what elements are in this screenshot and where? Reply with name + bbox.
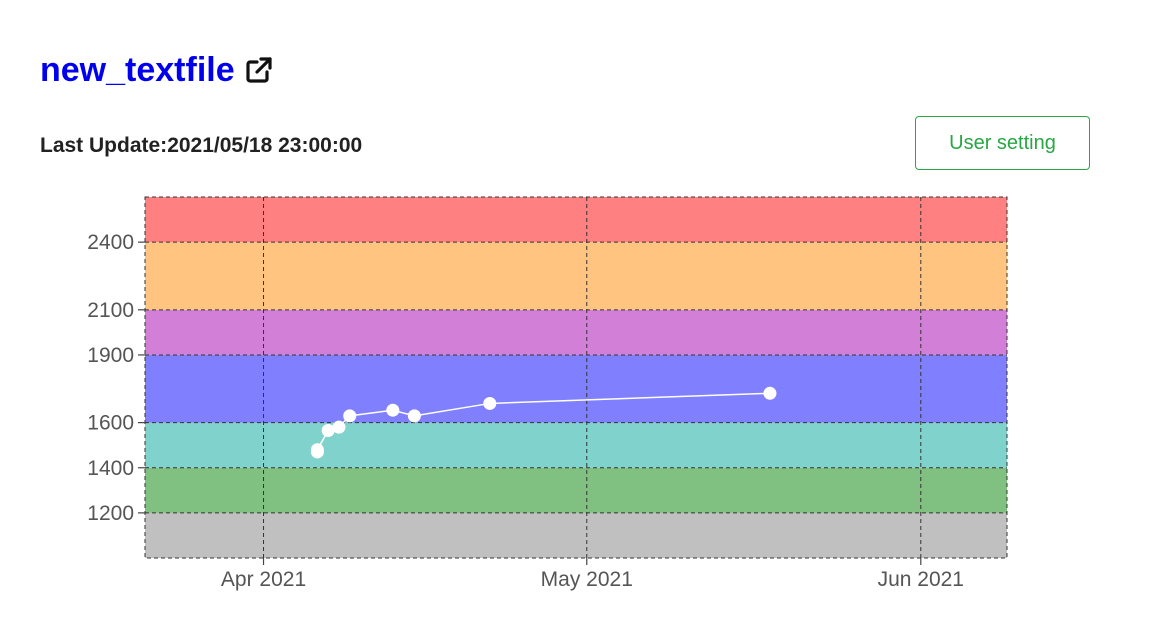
band-3 bbox=[145, 354, 1007, 423]
y-tick-label: 2400 bbox=[87, 231, 134, 254]
band-4 bbox=[145, 309, 1007, 355]
data-point bbox=[763, 386, 777, 400]
band-2 bbox=[145, 422, 1007, 468]
band-5 bbox=[145, 242, 1007, 310]
y-tick-label: 1200 bbox=[87, 502, 134, 525]
band-1 bbox=[145, 467, 1007, 513]
page-title-link[interactable]: new_textfile bbox=[40, 51, 235, 89]
plot-frame bbox=[144, 196, 1008, 559]
x-tick-label: Apr 2021 bbox=[221, 568, 306, 591]
data-point bbox=[332, 420, 346, 434]
data-point bbox=[310, 443, 324, 457]
user-setting-button[interactable]: User setting bbox=[915, 116, 1090, 170]
y-tick-label: 1400 bbox=[87, 457, 134, 480]
y-tick-label: 2100 bbox=[87, 299, 134, 322]
data-point bbox=[343, 409, 357, 423]
y-tick-label: 1600 bbox=[87, 412, 134, 435]
external-link-icon[interactable] bbox=[243, 54, 275, 86]
data-point bbox=[483, 396, 497, 410]
data-point bbox=[321, 424, 335, 438]
data-point bbox=[407, 409, 421, 423]
title-row: new_textfile bbox=[40, 48, 275, 92]
last-update-label: Last Update: bbox=[40, 134, 168, 157]
data-point bbox=[386, 403, 400, 417]
y-tick-label: 1900 bbox=[87, 344, 134, 367]
last-update: Last Update:2021/05/18 23:00:00 bbox=[40, 134, 362, 158]
band-0 bbox=[145, 512, 1007, 558]
x-tick-label: Jun 2021 bbox=[878, 568, 964, 591]
last-update-value: 2021/05/18 23:00:00 bbox=[167, 134, 363, 157]
band-6 bbox=[145, 197, 1007, 243]
x-tick-label: May 2021 bbox=[541, 568, 633, 591]
